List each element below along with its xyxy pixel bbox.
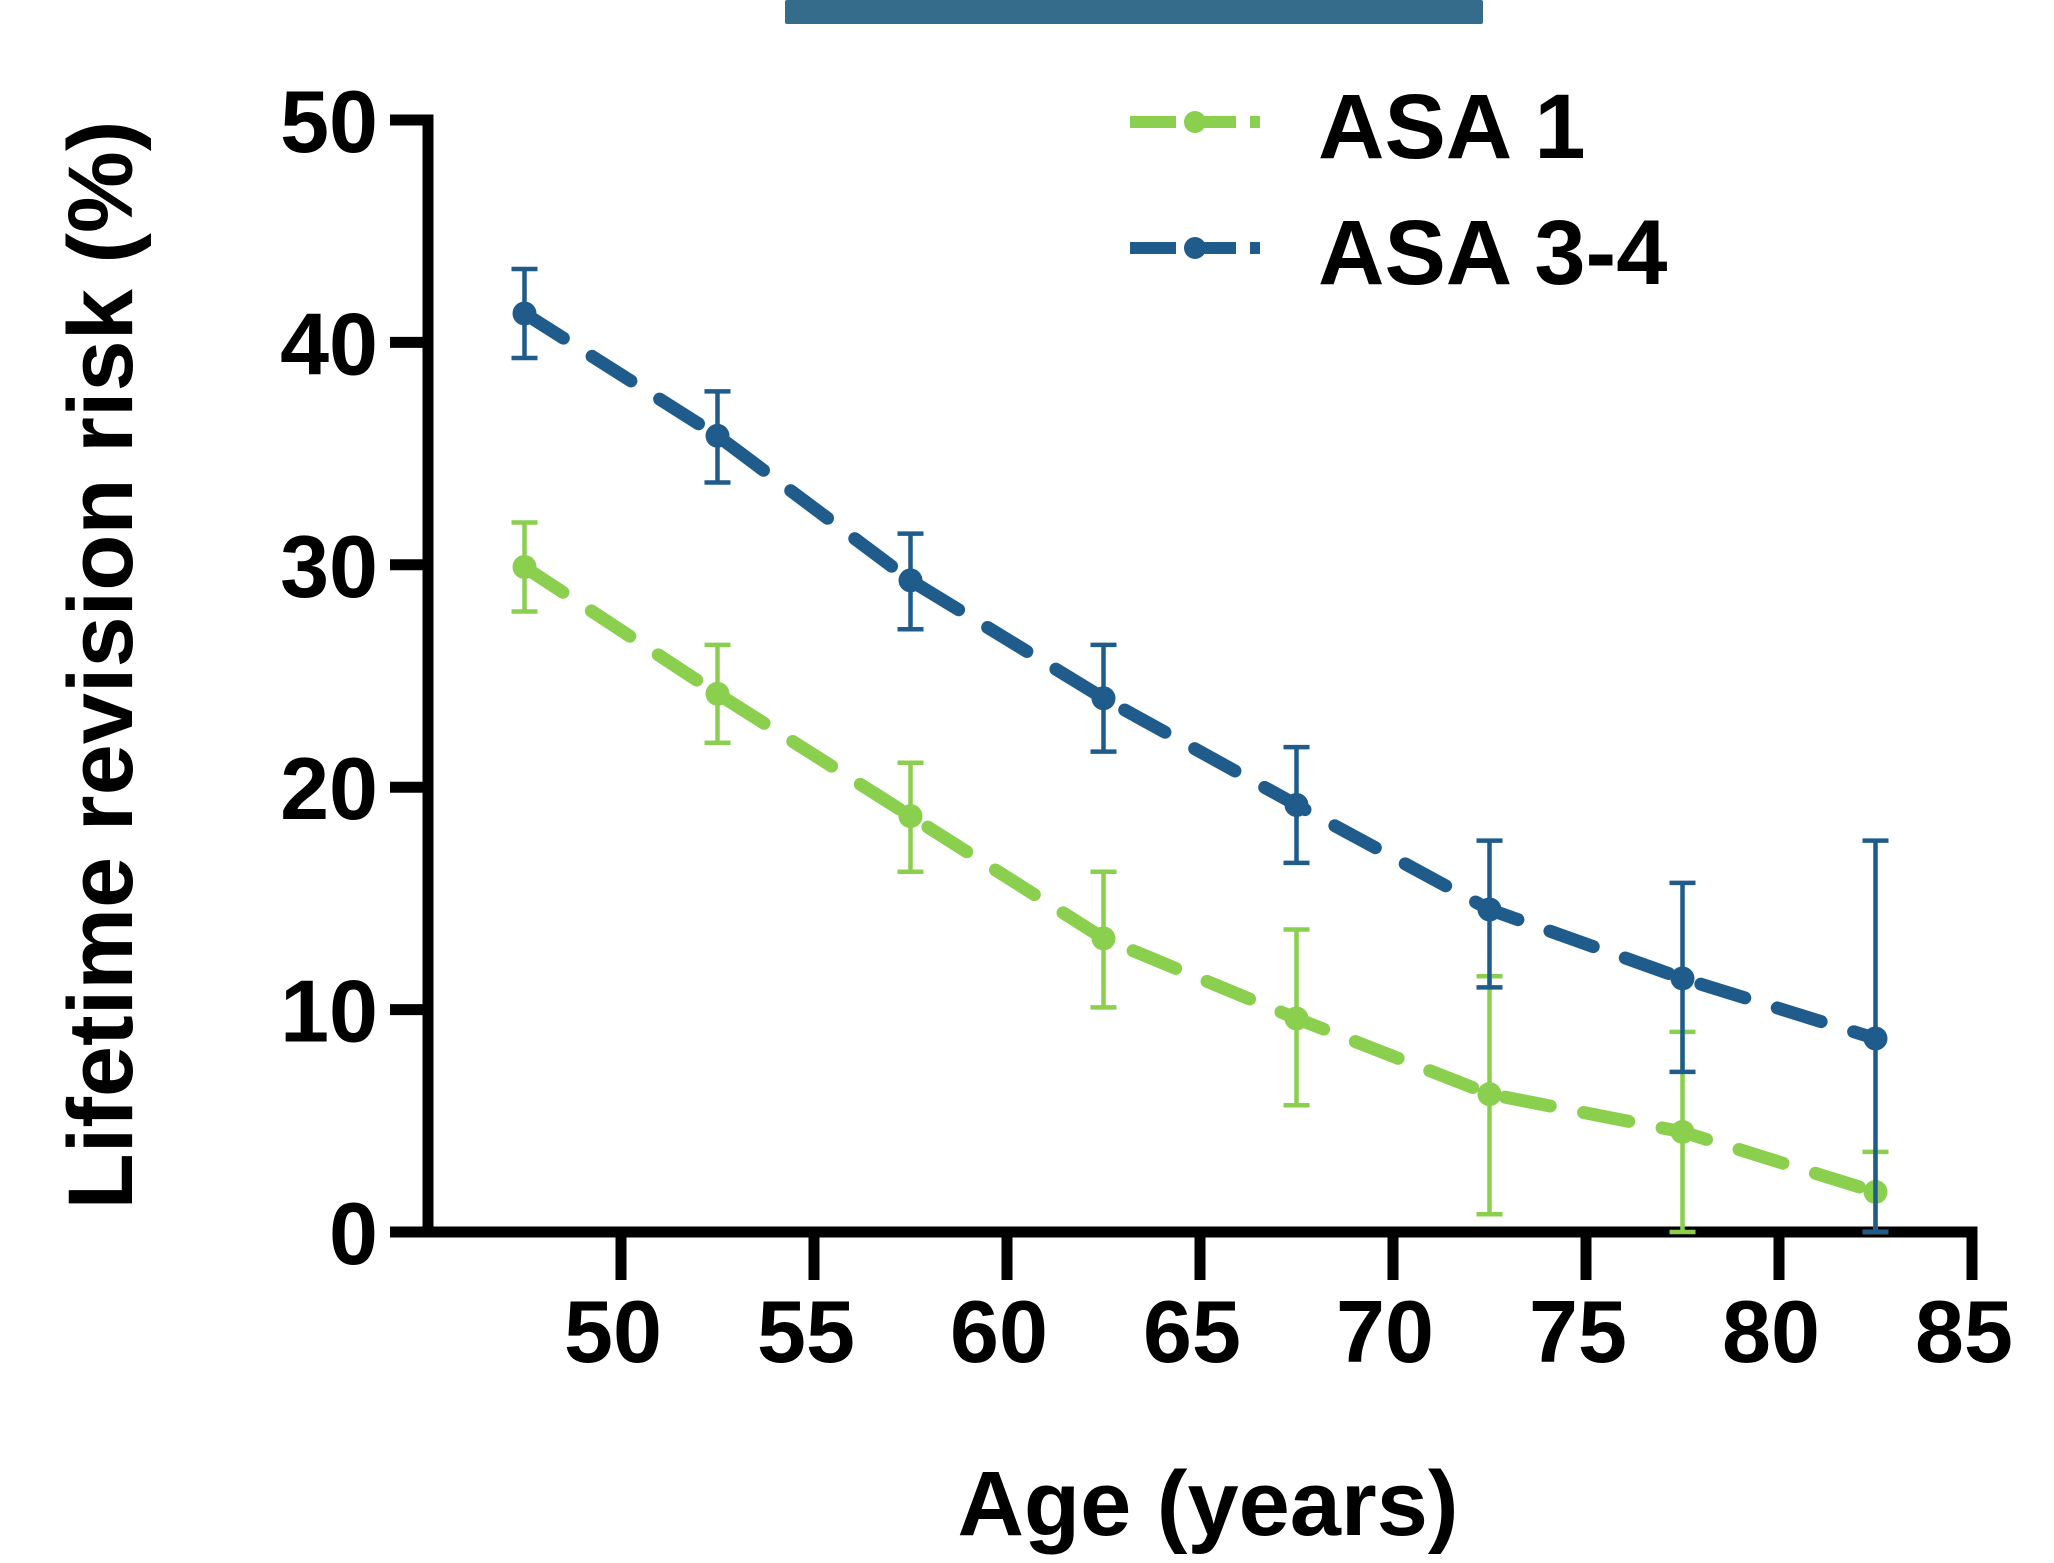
data-point xyxy=(1091,926,1116,951)
x-tick-label: 55 xyxy=(757,1282,855,1381)
data-point xyxy=(1284,792,1309,817)
y-ticks: 0 10 20 30 40 50 xyxy=(280,72,428,1283)
data-point xyxy=(1670,1119,1695,1144)
data-point xyxy=(898,568,923,593)
x-tick-label: 75 xyxy=(1529,1282,1627,1381)
legend-label-asa-1: ASA 1 xyxy=(1318,76,1586,178)
data-point xyxy=(1477,897,1502,922)
x-tick-label: 65 xyxy=(1143,1282,1241,1381)
x-tick-label: 60 xyxy=(950,1282,1048,1381)
x-tick-label: 70 xyxy=(1336,1282,1434,1381)
x-tick-label: 80 xyxy=(1722,1282,1820,1381)
data-point xyxy=(512,301,537,326)
series-layer xyxy=(511,266,1889,1235)
legend-label-asa-3-4: ASA 3-4 xyxy=(1318,202,1667,304)
legend-item-asa-3-4: ASA 3-4 xyxy=(1130,202,1667,304)
series-line xyxy=(518,306,1882,1046)
data-point xyxy=(705,423,730,448)
data-point xyxy=(1670,966,1695,991)
y-tick-label: 10 xyxy=(280,962,378,1061)
series-asa-3-4 xyxy=(511,266,1889,1235)
series-asa-1 xyxy=(511,520,1889,1235)
x-tick-label: 50 xyxy=(564,1282,662,1381)
y-tick-label: 30 xyxy=(280,517,378,616)
data-point xyxy=(1477,1082,1502,1107)
y-tick-label: 20 xyxy=(280,739,378,838)
data-point xyxy=(898,804,923,829)
x-tick-label: 85 xyxy=(1915,1282,2013,1381)
y-tick-label: 40 xyxy=(280,294,378,393)
y-axis-title: Lifetime revision risk (%) xyxy=(50,121,152,1210)
x-axis-title: Age (years) xyxy=(957,1453,1458,1555)
x-ticks: 50 55 60 65 70 75 80 85 xyxy=(564,1232,2013,1381)
legend-marker-asa-3-4 xyxy=(1184,237,1206,259)
legend-item-asa-1: ASA 1 xyxy=(1130,76,1586,178)
y-tick-label: 50 xyxy=(280,72,378,171)
data-point xyxy=(1284,1006,1309,1031)
legend: ASA 1 ASA 3-4 xyxy=(1130,76,1667,304)
data-point xyxy=(1863,1026,1888,1051)
data-point xyxy=(512,555,537,580)
series-line xyxy=(518,560,1882,1199)
data-point xyxy=(1091,686,1116,711)
y-tick-label: 0 xyxy=(329,1184,378,1283)
legend-marker-asa-1 xyxy=(1184,111,1206,133)
top-banner xyxy=(785,0,1483,24)
data-point xyxy=(705,681,730,706)
